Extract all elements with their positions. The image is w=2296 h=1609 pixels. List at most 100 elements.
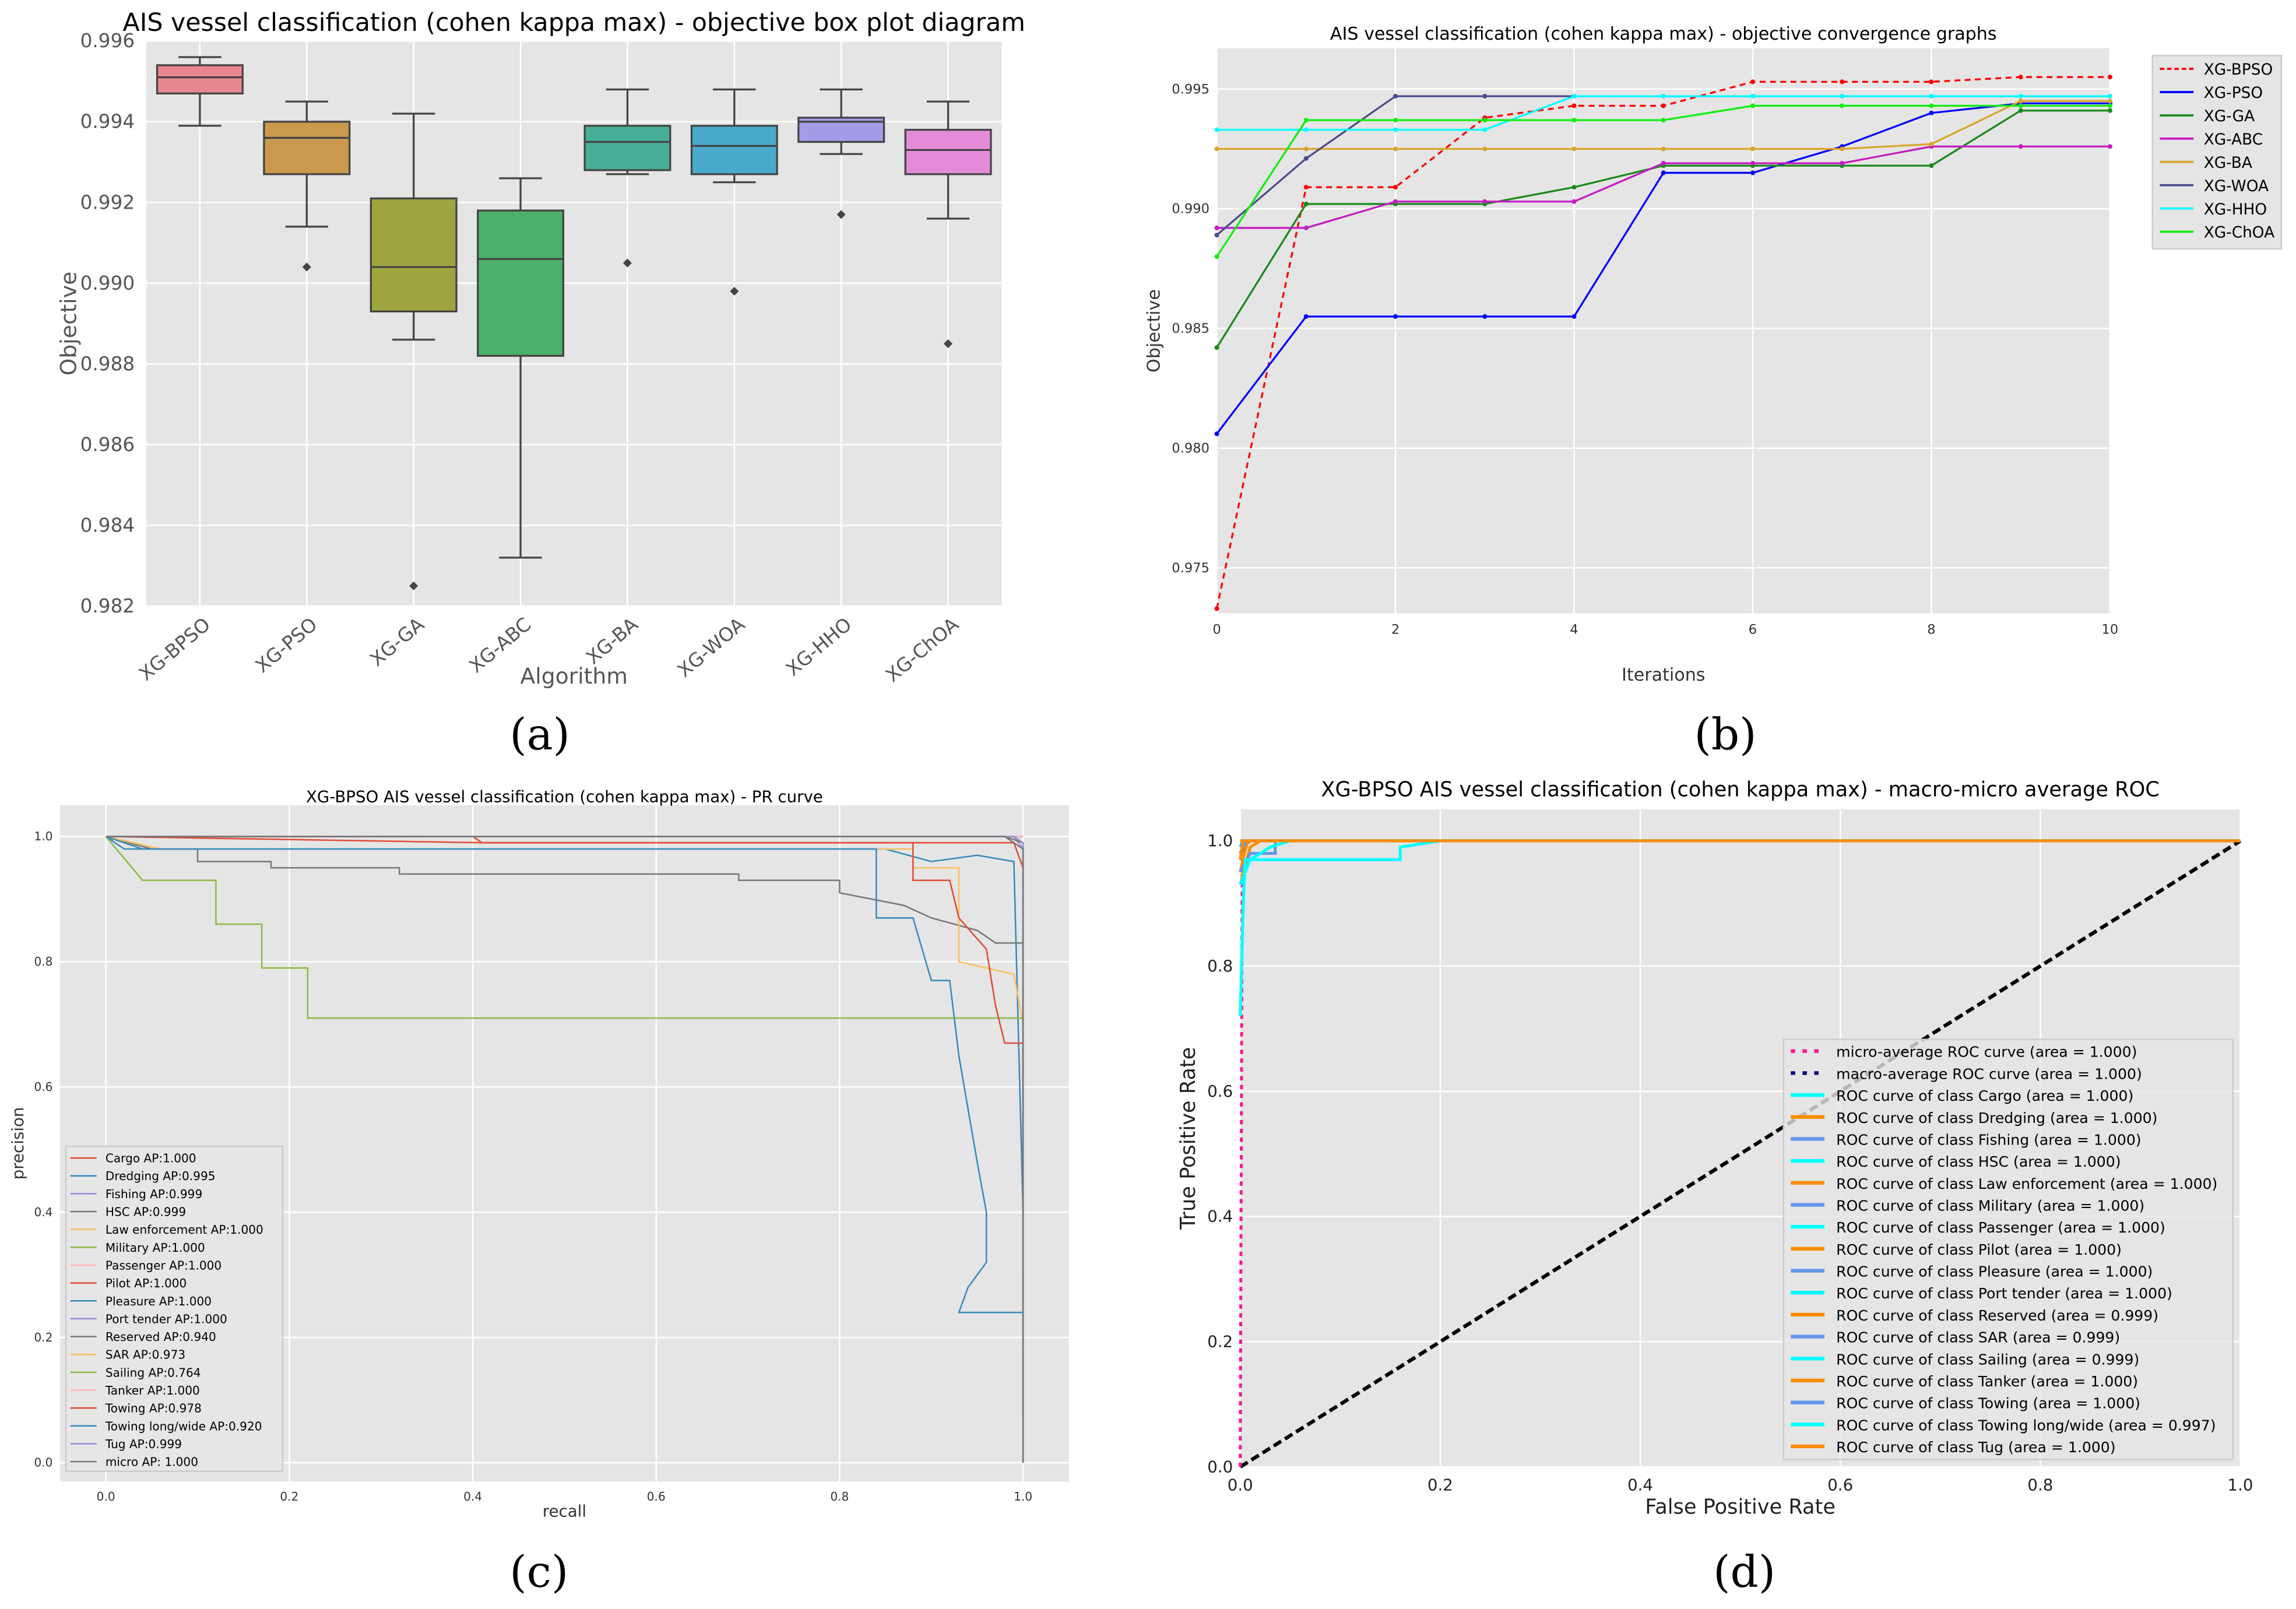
conv-marker xyxy=(1214,146,1219,152)
box-xtick-label: XG-WOA xyxy=(673,613,750,682)
pr-curve-micro AP: 1.000 xyxy=(106,836,1024,1463)
roc-title: XG-BPSO AIS vessel classification (cohen… xyxy=(1321,778,2159,802)
box-xlabel: Algorithm xyxy=(520,663,628,689)
roc-legend xyxy=(1782,1038,2234,1460)
conv-xtick-label: 10 xyxy=(2102,622,2119,638)
roc-ylabel: True Positive Rate xyxy=(1176,1047,1200,1230)
roc-legend-label: ROC curve of class Fishing (area = 1.000… xyxy=(1836,1131,2141,1148)
conv-marker xyxy=(1661,118,1666,123)
conv-marker xyxy=(2018,98,2023,104)
conv-legend-label: XG-WOA xyxy=(2204,178,2269,195)
roc-legend-label: ROC curve of class Tug (area = 1.000) xyxy=(1836,1439,2115,1456)
box-ylabel: Objective xyxy=(56,272,82,376)
conv-xtick-label: 2 xyxy=(1391,622,1400,638)
pr-legend-label: HSC AP:0.999 xyxy=(106,1205,186,1219)
pr-ytick-label: 1.0 xyxy=(34,829,52,843)
conv-marker xyxy=(1214,254,1219,259)
conv-marker xyxy=(2107,144,2112,149)
box-ytick-label: 0.982 xyxy=(80,595,135,617)
conv-marker xyxy=(1393,118,1398,123)
conv-title: AIS vessel classification (cohen kappa m… xyxy=(1330,24,1997,44)
conv-marker xyxy=(1750,79,1756,85)
conv-marker xyxy=(2107,94,2112,99)
conv-legend xyxy=(2151,55,2283,250)
pr-legend-label: micro AP: 1.000 xyxy=(106,1455,198,1469)
roc-legend-label: ROC curve of class SAR (area = 0.999) xyxy=(1836,1329,2120,1346)
conv-marker xyxy=(1303,146,1309,152)
conv-marker xyxy=(2107,108,2112,113)
box-outlier xyxy=(730,287,739,296)
conv-marker xyxy=(1661,161,1666,166)
conv-marker xyxy=(1661,170,1666,175)
conv-marker xyxy=(1750,161,1756,166)
conv-marker xyxy=(2107,98,2112,104)
pr-legend-label: Sailing AP:0.764 xyxy=(106,1365,201,1379)
conv-ytick-label: 0.980 xyxy=(1172,441,1209,456)
roc-legend-label: ROC curve of class Sailing (area = 0.999… xyxy=(1836,1351,2139,1368)
conv-marker xyxy=(1929,110,1934,115)
conv-marker xyxy=(1661,103,1666,108)
conv-ytick-label: 0.985 xyxy=(1172,321,1209,336)
pr-legend-label: SAR AP:0.973 xyxy=(106,1348,185,1362)
roc-xtick-label: 0.0 xyxy=(1228,1475,1253,1494)
conv-marker xyxy=(1571,103,1577,108)
pr-legend-label: Fishing AP:0.999 xyxy=(106,1187,202,1201)
pr-legend-label: Dredging AP:0.995 xyxy=(106,1169,216,1183)
conv-legend-label: XG-PSO xyxy=(2204,85,2263,102)
conv-marker xyxy=(1929,94,1934,99)
roc-legend-label: ROC curve of class Law enforcement (area… xyxy=(1836,1175,2217,1192)
box-XG-PSO xyxy=(263,121,351,175)
conv-marker xyxy=(1214,127,1219,132)
conv-marker xyxy=(2018,103,2023,108)
conv-marker xyxy=(1929,163,1934,168)
roc-xtick-label: 0.6 xyxy=(1827,1475,1853,1494)
conv-plot-area xyxy=(1216,48,2110,614)
conv-legend-label: XG-BPSO xyxy=(2204,61,2273,79)
conv-marker xyxy=(1393,127,1398,132)
roc-legend-label: ROC curve of class Port tender (area = 1… xyxy=(1836,1285,2172,1302)
conv-marker xyxy=(1750,94,1756,99)
pr-title: XG-BPSO AIS vessel classification (cohen… xyxy=(306,787,823,807)
roc-legend-label: ROC curve of class Pleasure (area = 1.00… xyxy=(1836,1263,2153,1280)
conv-marker xyxy=(1840,94,1845,99)
panel-label-c: (c) xyxy=(509,1547,569,1599)
pr-legend-label: Pilot AP:1.000 xyxy=(106,1276,187,1290)
box-ytick-label: 0.994 xyxy=(80,111,135,133)
conv-marker xyxy=(1303,226,1309,231)
roc-ytick-label: 0.8 xyxy=(1207,956,1233,976)
conv-marker xyxy=(1571,199,1577,204)
roc-legend-label: ROC curve of class Dredging (area = 1.00… xyxy=(1836,1110,2157,1126)
pr-legend-label: Military AP:1.000 xyxy=(106,1241,205,1255)
conv-marker xyxy=(1303,156,1309,161)
pr-xtick-label: 0.4 xyxy=(463,1490,482,1504)
conv-marker xyxy=(1750,170,1756,175)
box-outlier xyxy=(623,258,632,267)
roc-ytick-label: 1.0 xyxy=(1207,831,1233,850)
box-xtick-label: XG-HHO xyxy=(782,613,856,680)
roc-ytick-label: 0.4 xyxy=(1207,1207,1233,1226)
box-XG-WOA xyxy=(690,125,778,175)
pr-ytick-label: 0.0 xyxy=(34,1456,52,1470)
pr-ytick-label: 0.2 xyxy=(34,1330,52,1344)
pr-legend-label: Tug AP:0.999 xyxy=(105,1437,182,1451)
box-ytick-label: 0.984 xyxy=(80,514,135,536)
panel-label-d: (d) xyxy=(1713,1547,1776,1599)
conv-marker xyxy=(1750,146,1756,152)
conv-marker xyxy=(2018,144,2023,149)
conv-marker xyxy=(1661,146,1666,152)
conv-marker xyxy=(1929,142,1934,147)
conv-marker xyxy=(2107,103,2112,108)
roc-legend-label: ROC curve of class Towing (area = 1.000) xyxy=(1836,1395,2140,1412)
pr-xtick-label: 0.6 xyxy=(647,1490,666,1504)
roc-legend-label: ROC curve of class Towing long/wide (are… xyxy=(1836,1417,2216,1434)
conv-xtick-label: 0 xyxy=(1212,622,1221,638)
box-outlier xyxy=(409,581,419,590)
pr-ytick-label: 0.8 xyxy=(34,955,52,969)
roc-legend-label: ROC curve of class Cargo (area = 1.000) xyxy=(1836,1087,2133,1104)
box-ytick-label: 0.992 xyxy=(80,191,135,213)
pr-curve-Dredging AP:0.995 xyxy=(105,836,1024,1213)
roc-ytick-label: 0.0 xyxy=(1207,1457,1233,1476)
roc-legend-label: micro-average ROC curve (area = 1.000) xyxy=(1836,1044,2137,1061)
box-xtick-label: XG-GA xyxy=(366,613,429,671)
pr-legend-label: Cargo AP:1.000 xyxy=(106,1152,196,1166)
